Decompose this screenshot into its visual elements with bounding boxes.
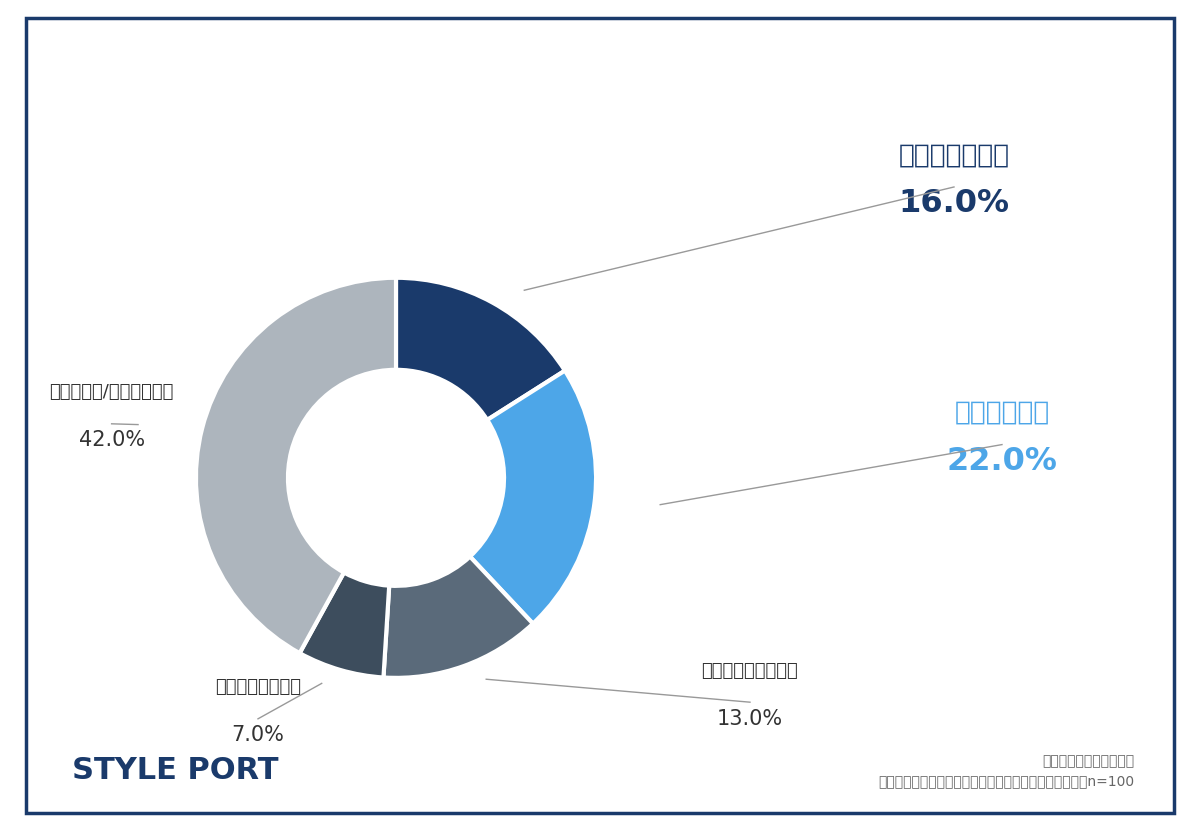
- Text: 42.0%: 42.0%: [78, 430, 145, 450]
- Text: 非常にそう思う: 非常にそう思う: [899, 142, 1009, 169]
- Wedge shape: [470, 371, 596, 623]
- Text: デベロッパーの「デジタルツイン」に関する意識調査｜n=100: デベロッパーの「デジタルツイン」に関する意識調査｜n=100: [878, 774, 1134, 788]
- Text: 株式会社スタイルポート: 株式会社スタイルポート: [1042, 755, 1134, 769]
- Wedge shape: [384, 557, 533, 678]
- Text: 22.0%: 22.0%: [947, 445, 1057, 477]
- Wedge shape: [396, 278, 565, 420]
- Text: 13.0%: 13.0%: [716, 709, 784, 729]
- Text: STYLE PORT: STYLE PORT: [72, 756, 278, 785]
- Text: 16.0%: 16.0%: [899, 188, 1009, 219]
- Text: 「建設業の2024年問題」への対応に向けて、「デジタルツイン」の
活用を検討したいと思いますか。: 「建設業の2024年問題」への対応に向けて、「デジタルツイン」の 活用を検討した…: [156, 64, 611, 125]
- Text: あまりそう思わない: あまりそう思わない: [702, 661, 798, 680]
- Text: ややそう思う: ややそう思う: [954, 400, 1050, 426]
- Text: わからない/答えられない: わからない/答えられない: [49, 383, 174, 401]
- Wedge shape: [196, 278, 396, 653]
- Text: Q4: Q4: [50, 81, 101, 114]
- Wedge shape: [300, 573, 389, 677]
- Text: 7.0%: 7.0%: [232, 725, 284, 745]
- Text: 全くそう思わない: 全くそう思わない: [215, 678, 301, 696]
